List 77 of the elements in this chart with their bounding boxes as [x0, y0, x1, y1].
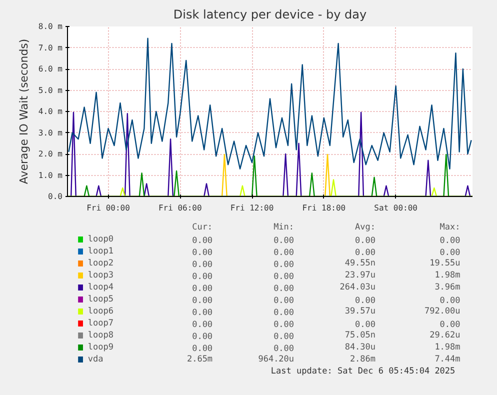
x-tick-label: Fri 00:00: [86, 204, 130, 212]
x-tick-label: Sat 00:00: [374, 204, 418, 212]
text: 84.30u: [344, 342, 376, 352]
legend-label: loop9: [88, 342, 114, 352]
text: 2.65m: [186, 354, 213, 364]
text: Avg:: [355, 222, 376, 232]
text: 29.62u: [430, 330, 460, 340]
text: 39.57u: [344, 306, 376, 316]
text: 0.00: [274, 260, 294, 270]
text: 0.00: [274, 236, 294, 246]
text: 0.00: [440, 320, 460, 330]
text: 2.86m: [350, 354, 376, 364]
text: 0.00: [274, 320, 294, 330]
x-tick-label: Fri 06:00: [158, 204, 202, 212]
legend-label: loop1: [88, 246, 114, 256]
chart-title: Disk latency per device - by day: [173, 8, 367, 22]
text: 0.00: [440, 236, 460, 246]
text: 0.00: [274, 248, 294, 258]
text: Cur:: [192, 222, 213, 232]
text: Max:: [440, 222, 460, 232]
y-tick-label: 8.0 m: [38, 22, 63, 31]
text: 0.00: [355, 248, 376, 258]
text: 0.00: [274, 284, 294, 294]
legend-label: loop3: [88, 270, 114, 280]
text: 7.44m: [434, 354, 460, 364]
legend-label: loop6: [88, 306, 114, 316]
legend-label: loop4: [88, 282, 114, 292]
text: 0.00: [192, 308, 213, 318]
legend-label: loop8: [88, 330, 114, 340]
text: 0.00: [192, 260, 213, 270]
legend-label: loop2: [88, 258, 114, 268]
text: 0.00: [274, 332, 294, 342]
text: 964.20u: [258, 354, 294, 364]
text: 0.00: [192, 248, 213, 258]
y-tick-label: 0.0: [48, 192, 63, 201]
text: 0.00: [192, 320, 213, 330]
text: 0.00: [274, 308, 294, 318]
text: 0.00: [192, 344, 213, 354]
y-tick-label: 2.0 m: [38, 150, 63, 158]
text: 1.98m: [434, 270, 460, 280]
legend-label: vda: [88, 354, 104, 364]
text: 19.55u: [430, 258, 460, 268]
y-tick-label: 6.0 m: [38, 64, 63, 74]
text: 0.00: [192, 236, 213, 246]
legend-label: loop7: [88, 318, 114, 328]
text: 0.00: [274, 344, 294, 354]
line-series: [68, 38, 472, 170]
y-axis-title: Average IO Wait (seconds): [17, 38, 30, 184]
y-tick-label: 1.0 m: [38, 170, 63, 180]
text: 0.00: [192, 296, 213, 306]
y-tick-label: 7.0 m: [38, 43, 63, 52]
text: Min:: [274, 222, 294, 232]
text: 0.00: [355, 296, 376, 306]
text: 75.05n: [344, 330, 376, 340]
legend-label: loop5: [88, 294, 114, 304]
text: 49.55n: [344, 258, 376, 268]
text: 0.00: [192, 332, 213, 342]
text: 0.00: [192, 284, 213, 294]
text: 0.00: [274, 272, 294, 282]
x-tick-label: Fri 12:00: [230, 204, 274, 212]
text: 1.98m: [434, 342, 460, 352]
text: 23.97u: [344, 270, 376, 280]
text: 0.00: [355, 236, 376, 246]
text: 264.03u: [340, 282, 376, 292]
y-tick-label: 3.0 m: [38, 128, 63, 138]
text: Last update: Sat Dec 6 05:45:04 2025: [270, 366, 456, 376]
y-tick-label: 5.0 m: [38, 86, 63, 95]
text: 3.96m: [434, 282, 460, 292]
text: 0.00: [192, 272, 213, 282]
text: 0.00: [355, 320, 376, 330]
x-tick-label: Fri 18:00: [302, 204, 346, 212]
text: 0.00: [440, 248, 460, 258]
legend-label: loop0: [88, 234, 114, 244]
text: 0.00: [274, 296, 294, 306]
y-tick-label: 4.0 m: [38, 107, 63, 116]
text: 792.00u: [424, 306, 460, 316]
text: 0.00: [440, 296, 460, 306]
